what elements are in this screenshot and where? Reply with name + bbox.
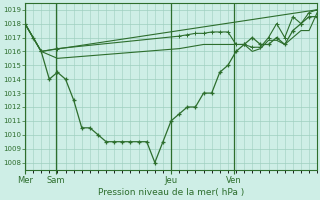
X-axis label: Pression niveau de la mer( hPa ): Pression niveau de la mer( hPa ) [98, 188, 244, 197]
